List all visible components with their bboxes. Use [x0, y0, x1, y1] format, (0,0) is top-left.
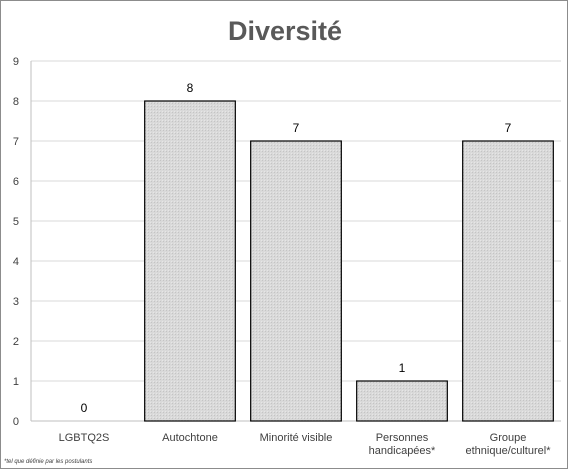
bar [462, 140, 554, 422]
y-tick-label: 7 [13, 136, 19, 148]
y-axis-tick-labels: 0 1 2 3 4 5 6 7 8 9 [13, 56, 19, 428]
x-tick-label: Minorité visible [260, 432, 333, 444]
data-label: 0 [81, 401, 88, 415]
bar [356, 380, 448, 422]
chart-title: Diversité [228, 16, 342, 46]
data-label: 7 [293, 121, 300, 135]
data-labels: 0 8 7 1 7 [81, 81, 512, 415]
y-tick-label: 6 [13, 176, 19, 188]
y-tick-label: 4 [13, 256, 19, 268]
data-label: 8 [187, 81, 194, 95]
x-tick-label: Groupe ethnique/culturel* [465, 432, 551, 457]
footnote: *tel que définie par les postulants [4, 459, 92, 465]
y-tick-label: 9 [13, 56, 19, 68]
y-tick-label: 8 [13, 96, 19, 108]
bars [144, 100, 554, 422]
x-tick-label: Autochtone [162, 432, 218, 444]
y-tick-label: 1 [13, 376, 19, 388]
bar [144, 100, 236, 422]
y-tick-label: 3 [13, 296, 19, 308]
data-label: 7 [505, 121, 512, 135]
y-tick-label: 2 [13, 336, 19, 348]
data-label: 1 [399, 361, 406, 375]
x-axis-tick-labels: LGBTQ2S Autochtone Minorité visible Personn… [59, 432, 552, 457]
bar [250, 140, 342, 422]
x-tick-label: LGBTQ2S [59, 432, 110, 444]
y-tick-label: 0 [13, 416, 19, 428]
y-tick-label: 5 [13, 216, 19, 228]
x-tick-label: Personnes handicapées* [369, 432, 436, 457]
